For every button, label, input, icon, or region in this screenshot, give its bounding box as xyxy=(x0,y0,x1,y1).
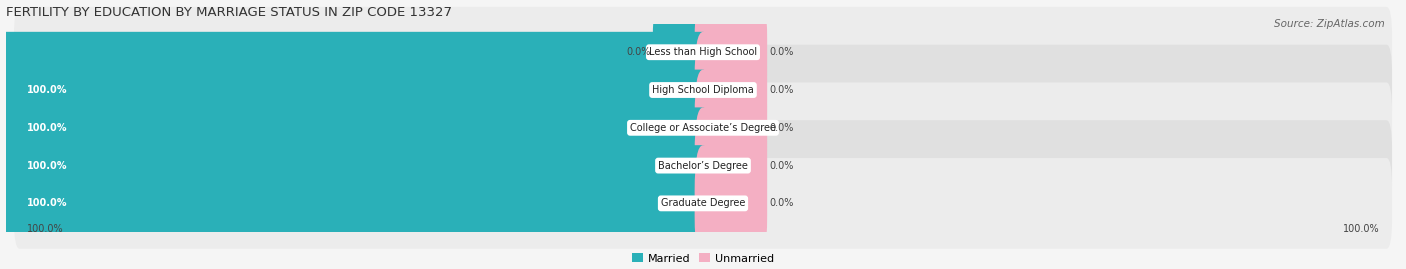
Text: Less than High School: Less than High School xyxy=(650,47,756,57)
Text: High School Diploma: High School Diploma xyxy=(652,85,754,95)
FancyBboxPatch shape xyxy=(0,70,711,186)
Text: 0.0%: 0.0% xyxy=(626,47,651,57)
Text: 100.0%: 100.0% xyxy=(27,85,67,95)
Text: 0.0%: 0.0% xyxy=(769,47,793,57)
Text: Graduate Degree: Graduate Degree xyxy=(661,198,745,208)
Text: 100.0%: 100.0% xyxy=(1343,224,1379,234)
FancyBboxPatch shape xyxy=(652,0,711,110)
Legend: Married, Unmarried: Married, Unmarried xyxy=(633,253,773,264)
Text: 100.0%: 100.0% xyxy=(27,161,67,171)
FancyBboxPatch shape xyxy=(14,7,1392,98)
Text: 0.0%: 0.0% xyxy=(769,161,793,171)
Text: 0.0%: 0.0% xyxy=(769,85,793,95)
Text: Source: ZipAtlas.com: Source: ZipAtlas.com xyxy=(1274,19,1385,29)
Text: FERTILITY BY EDUCATION BY MARRIAGE STATUS IN ZIP CODE 13327: FERTILITY BY EDUCATION BY MARRIAGE STATU… xyxy=(6,6,451,19)
FancyBboxPatch shape xyxy=(14,120,1392,211)
Text: 100.0%: 100.0% xyxy=(27,123,67,133)
FancyBboxPatch shape xyxy=(695,70,768,186)
Text: 100.0%: 100.0% xyxy=(27,224,63,234)
FancyBboxPatch shape xyxy=(14,158,1392,249)
Text: College or Associate’s Degree: College or Associate’s Degree xyxy=(630,123,776,133)
FancyBboxPatch shape xyxy=(0,32,711,148)
FancyBboxPatch shape xyxy=(695,0,768,110)
FancyBboxPatch shape xyxy=(695,107,768,224)
Text: 100.0%: 100.0% xyxy=(27,198,67,208)
Text: Bachelor’s Degree: Bachelor’s Degree xyxy=(658,161,748,171)
Text: 0.0%: 0.0% xyxy=(769,123,793,133)
FancyBboxPatch shape xyxy=(0,107,711,224)
FancyBboxPatch shape xyxy=(14,45,1392,135)
Text: 0.0%: 0.0% xyxy=(769,198,793,208)
FancyBboxPatch shape xyxy=(695,145,768,261)
FancyBboxPatch shape xyxy=(695,32,768,148)
FancyBboxPatch shape xyxy=(0,145,711,261)
FancyBboxPatch shape xyxy=(14,83,1392,173)
